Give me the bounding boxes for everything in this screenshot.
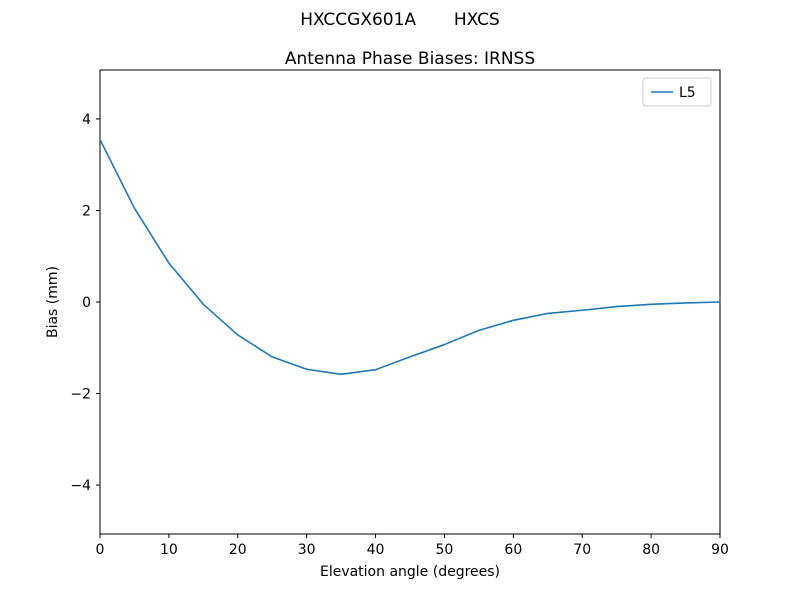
x-tick-label: 90 — [711, 542, 729, 558]
y-tick-label: 0 — [82, 295, 91, 311]
x-tick-label: 60 — [504, 542, 522, 558]
axes-frame — [99, 69, 721, 535]
x-tick-label: 30 — [298, 542, 316, 558]
figure-suptitle: HXCCGX601A HXCS — [300, 10, 500, 30]
y-tick-label: −4 — [70, 478, 91, 494]
x-tick-label: 40 — [367, 542, 385, 558]
x-tick-label: 0 — [96, 542, 105, 558]
x-tick-label: 80 — [642, 542, 660, 558]
y-tick-label: −2 — [70, 387, 91, 403]
x-tick-label: 20 — [229, 542, 247, 558]
x-tick-label: 50 — [436, 542, 454, 558]
x-tick-label: 70 — [573, 542, 591, 558]
x-tick-label: 10 — [160, 542, 178, 558]
y-tick-label: 2 — [82, 203, 91, 219]
x-axis-label: Elevation angle (degrees) — [320, 564, 500, 580]
chart-title: Antenna Phase Biases: IRNSS — [284, 49, 536, 69]
y-tick-label: 4 — [82, 112, 91, 128]
legend-label: L5 — [679, 85, 696, 101]
legend-box — [642, 77, 712, 107]
series-line — [99, 138, 721, 376]
y-axis-label: Bias (mm) — [45, 266, 61, 338]
